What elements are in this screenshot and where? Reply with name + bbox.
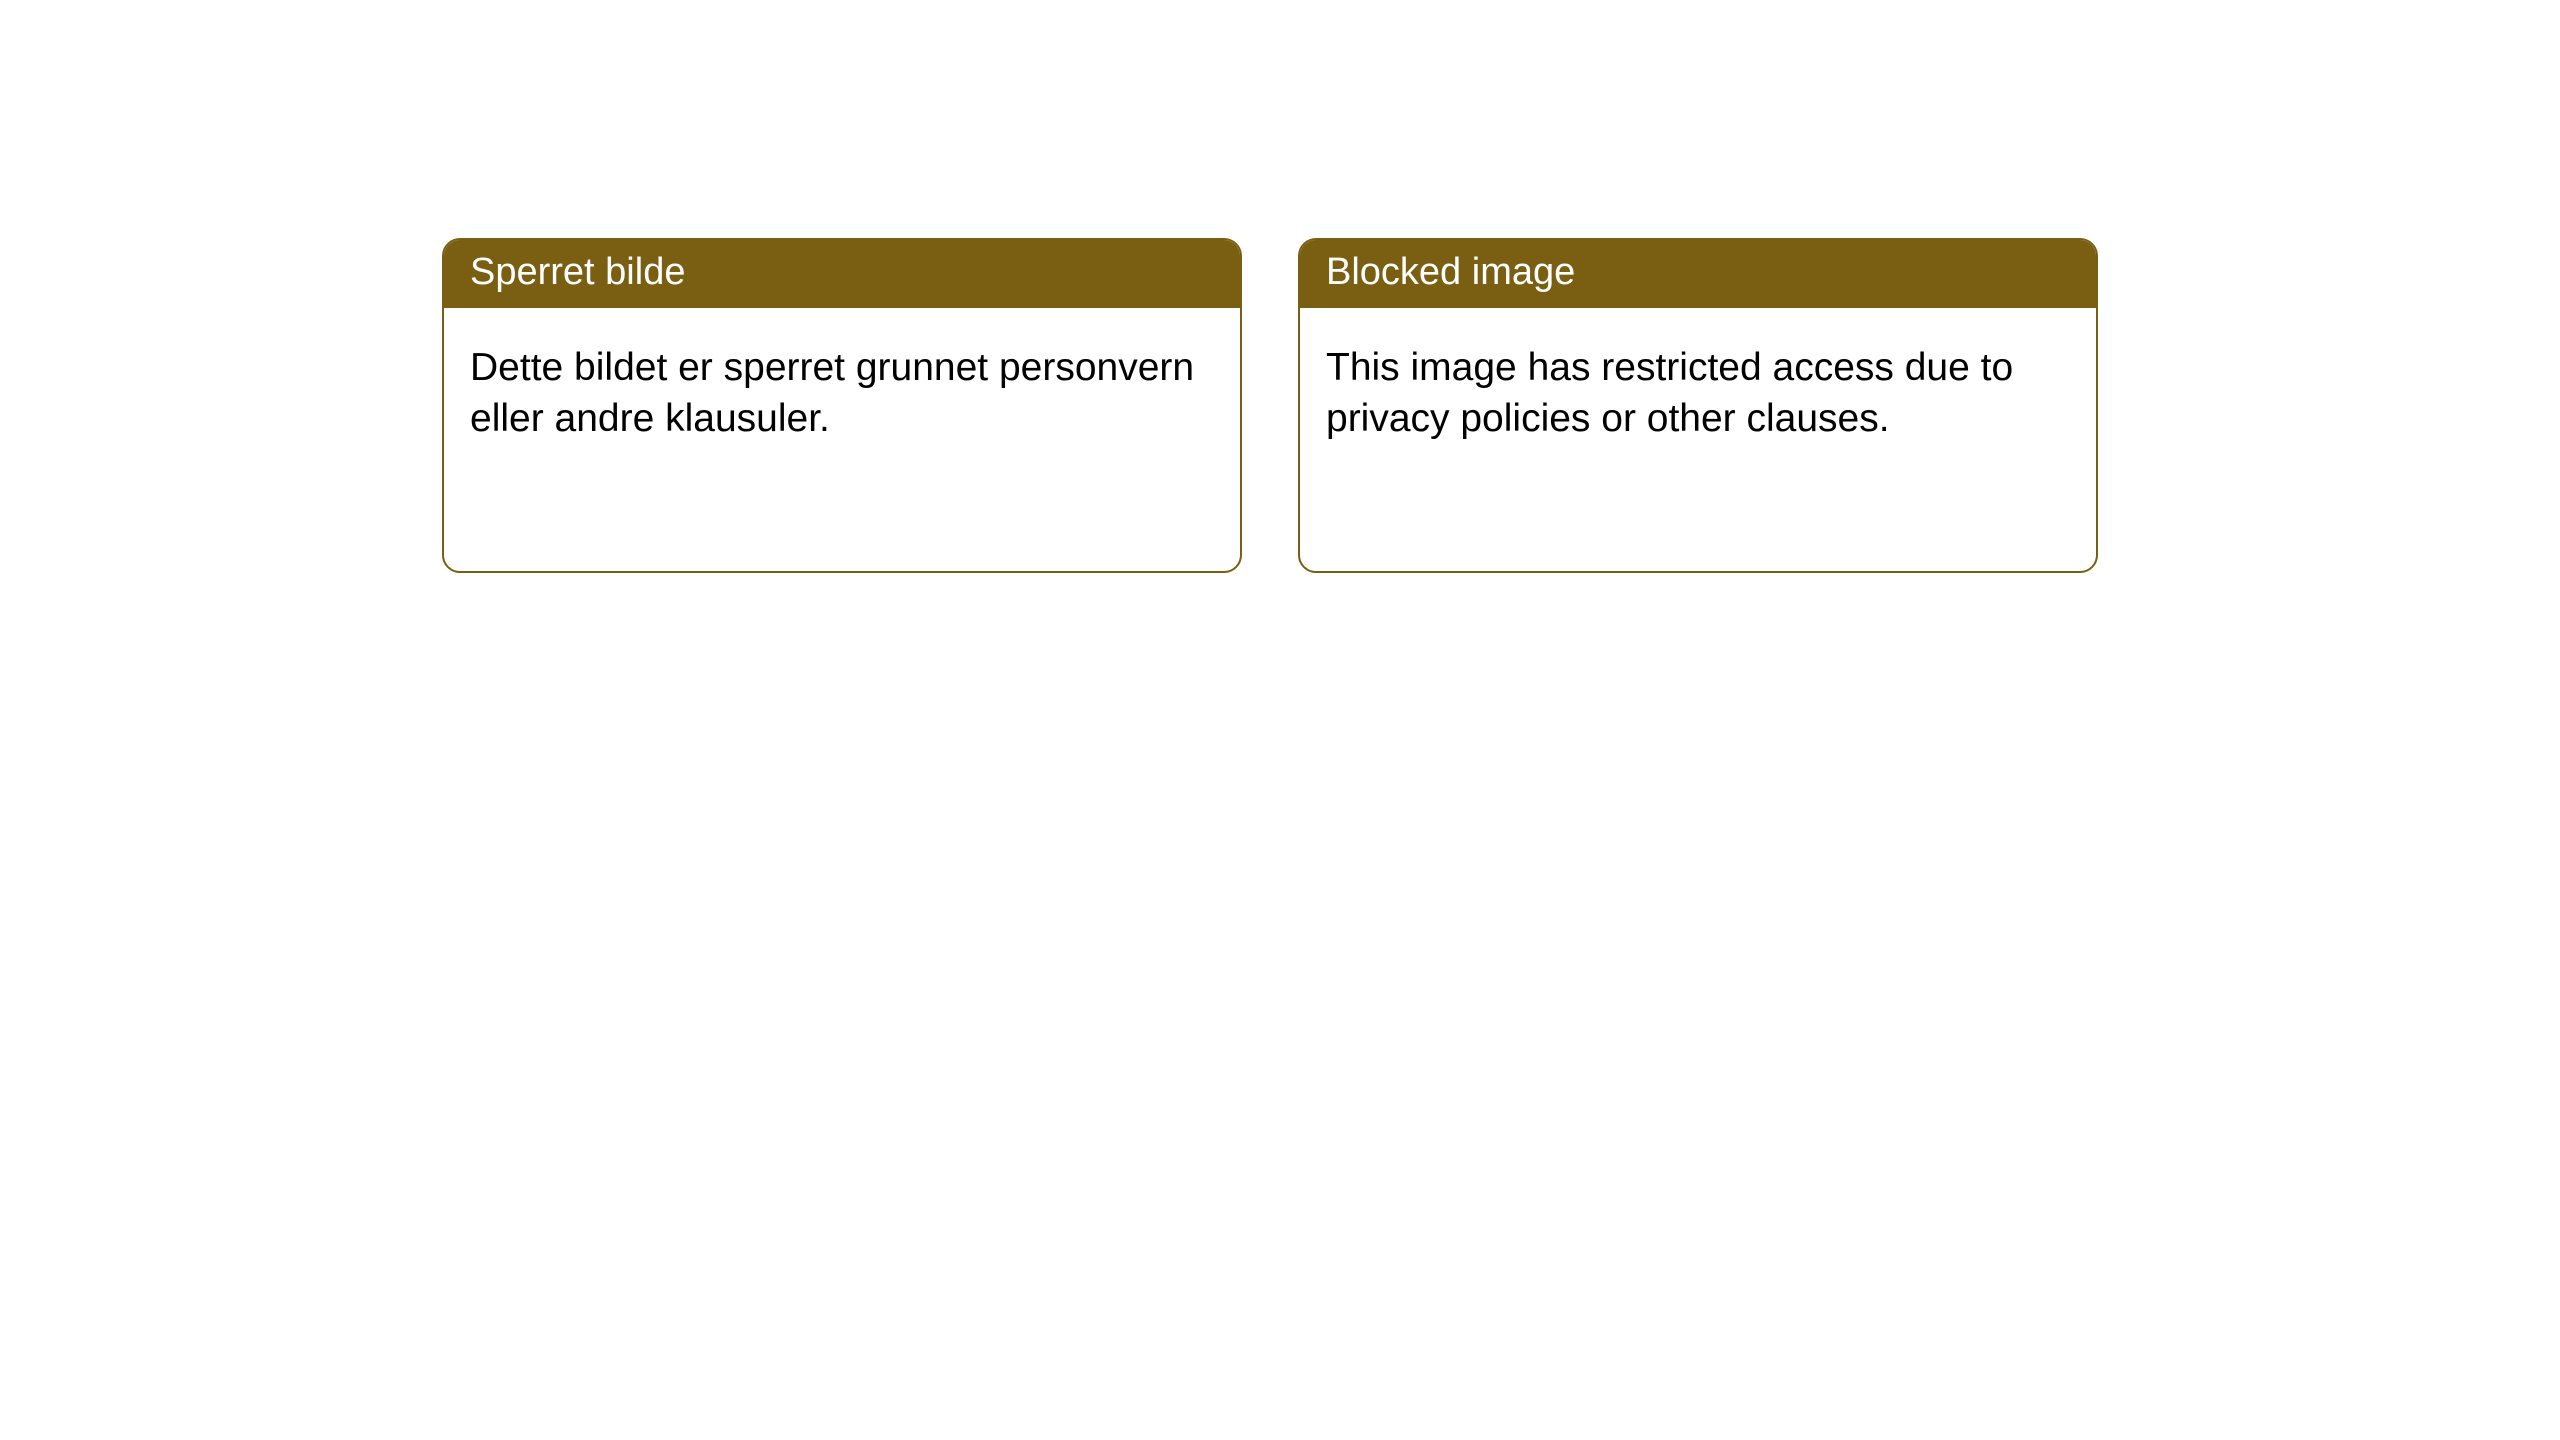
card-body: Dette bildet er sperret grunnet personve… [444, 308, 1240, 479]
card-body: This image has restricted access due to … [1300, 308, 2096, 479]
blocked-image-card-en: Blocked image This image has restricted … [1298, 238, 2098, 573]
card-container: Sperret bilde Dette bildet er sperret gr… [442, 238, 2098, 573]
card-title: Blocked image [1300, 240, 2096, 308]
card-title: Sperret bilde [444, 240, 1240, 308]
blocked-image-card-no: Sperret bilde Dette bildet er sperret gr… [442, 238, 1242, 573]
